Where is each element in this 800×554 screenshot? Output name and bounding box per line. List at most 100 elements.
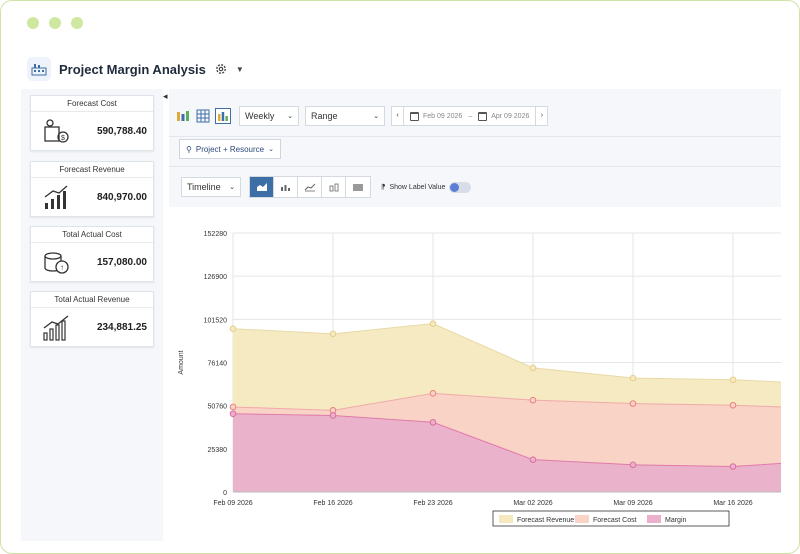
legend-box	[492, 510, 730, 527]
group-by-button[interactable]: ⚲ Project + Resource ⌄	[179, 139, 281, 159]
kpi-card-forecast-cost: Forecast Cost $ 590,788.40	[30, 95, 154, 151]
legend-label: Margin	[665, 517, 687, 524]
calendar-icon	[410, 111, 419, 121]
legend-swatch	[575, 515, 589, 523]
bar-growth-icon	[43, 314, 69, 341]
area-chart-type-icon[interactable]	[250, 177, 274, 197]
coins-stack-icon: ↑	[44, 251, 69, 274]
x-tick-label: Mar 09 2026	[613, 500, 652, 507]
data-point	[629, 461, 637, 469]
kpi-label: Forecast Cost	[31, 96, 153, 112]
view-mode-select[interactable]: Timeline ⌄	[181, 177, 241, 197]
stacked-bar-type-icon[interactable]	[322, 177, 346, 197]
y-tick-label: 25380	[208, 447, 228, 454]
data-point	[429, 418, 437, 426]
show-label-toggle[interactable]	[449, 181, 472, 193]
gear-icon[interactable]	[214, 62, 228, 76]
svg-text:$: $	[61, 135, 65, 142]
legend-label: Forecast Cost	[593, 517, 637, 524]
data-point	[429, 320, 437, 327]
interval-value: Weekly	[245, 111, 275, 121]
date-range-picker[interactable]: ‹ Feb 09 2026 – Apr 09 2026 ›	[391, 106, 549, 126]
chevron-down-icon: ⌄	[268, 146, 274, 153]
date-to[interactable]: Apr 09 2026	[491, 112, 530, 120]
y-tick-label: 101520	[204, 317, 227, 324]
range-value: Range	[311, 111, 338, 121]
data-point	[529, 364, 537, 372]
x-tick-label: Feb 23 2026	[413, 500, 452, 507]
data-point	[629, 400, 637, 407]
factory-icon	[27, 57, 51, 81]
x-tick-label: Mar 16 2026	[713, 500, 752, 507]
x-tick-label: Feb 09 2026	[213, 500, 252, 507]
window-dot-maximize[interactable]	[71, 17, 83, 29]
kpi-value: 840,970.00	[96, 192, 147, 203]
y-tick-label: 152280	[204, 231, 227, 238]
data-point	[429, 390, 437, 397]
kpi-card-forecast-revenue: Forecast Revenue 840,970.00	[30, 161, 154, 217]
page-title: Project Margin Analysis	[59, 61, 206, 77]
data-point	[529, 396, 537, 404]
calendar-icon	[478, 111, 488, 121]
y-tick-label: 76140	[208, 361, 228, 368]
y-tick-label: 0	[223, 490, 227, 497]
toggle-knob	[450, 182, 460, 192]
divider	[169, 136, 781, 137]
chart-container: 0 25380 50760 76140 101520 126900 152280 Feb 09…	[169, 207, 782, 541]
group-by-label: Project + Resource	[195, 144, 265, 154]
chart-view-icon[interactable]	[215, 108, 231, 124]
chart-type-switcher	[249, 176, 371, 198]
data-point	[629, 374, 637, 382]
window-dot-minimize[interactable]	[49, 17, 61, 29]
data-point	[729, 463, 737, 470]
window-controls	[27, 17, 83, 29]
data-point	[329, 412, 337, 419]
date-separator: –	[468, 112, 473, 120]
date-from[interactable]: Feb 09 2026	[423, 112, 463, 120]
chevron-down-icon: ⌄	[229, 184, 235, 191]
next-range-arrow[interactable]: ›	[535, 107, 547, 125]
legend-swatch	[647, 515, 661, 523]
data-point	[729, 376, 737, 384]
kpi-label: Total Actual Cost	[31, 227, 153, 243]
show-label-text: Show Label Value	[389, 183, 446, 191]
data-point	[229, 410, 237, 418]
kpi-card-total-actual-revenue: Total Actual Revenue 234,881.25	[30, 291, 154, 347]
view-mode-value: Timeline	[187, 182, 221, 192]
toolbar: Weekly ⌄ Range ⌄ ‹ Feb 09 2026 – Apr 09 …	[175, 105, 549, 127]
grid-view-icon[interactable]	[195, 108, 211, 124]
data-point	[529, 456, 537, 463]
data-point	[329, 330, 337, 338]
cost-tools-icon: $	[44, 118, 69, 143]
line-chart-type-icon[interactable]	[298, 177, 322, 197]
page-header: Project Margin Analysis ▼	[27, 57, 244, 81]
bar-chart-type-icon[interactable]	[274, 177, 298, 197]
data-point	[229, 403, 237, 411]
chevron-down-icon: ⌄	[287, 113, 293, 120]
show-label-toggle-group: ⁋ Show Label Value	[381, 181, 472, 193]
x-tick-label: Feb 16 2026	[313, 500, 352, 507]
chevron-down-icon[interactable]: ▼	[235, 64, 244, 74]
main-panel: Weekly ⌄ Range ⌄ ‹ Feb 09 2026 – Apr 09 …	[169, 89, 782, 541]
y-tick-label: 50760	[208, 404, 228, 411]
series-area-margin	[233, 413, 781, 492]
previous-range-arrow[interactable]: ‹	[392, 107, 404, 125]
y-axis-label: Amount	[178, 350, 185, 374]
kpi-sidebar: Forecast Cost $ 590,788.40 Forecast Reve…	[21, 89, 163, 541]
legend-swatch	[499, 515, 513, 523]
divider	[169, 166, 781, 167]
card-view-icon[interactable]	[175, 108, 191, 124]
kpi-value: 590,788.40	[96, 126, 147, 137]
label-icon: ⁋	[381, 184, 386, 191]
interval-select[interactable]: Weekly ⌄	[239, 106, 299, 126]
column-chart-type-icon[interactable]	[346, 177, 370, 197]
collapse-sidebar-icon[interactable]: ◂	[163, 91, 168, 101]
kpi-label: Total Actual Revenue	[31, 292, 153, 308]
y-tick-label: 126900	[204, 274, 227, 281]
range-select[interactable]: Range ⌄	[305, 106, 385, 126]
kpi-value: 234,881.25	[96, 322, 147, 333]
svg-text:↑: ↑	[60, 263, 64, 272]
data-point	[729, 401, 737, 409]
window-dot-close[interactable]	[27, 17, 39, 29]
